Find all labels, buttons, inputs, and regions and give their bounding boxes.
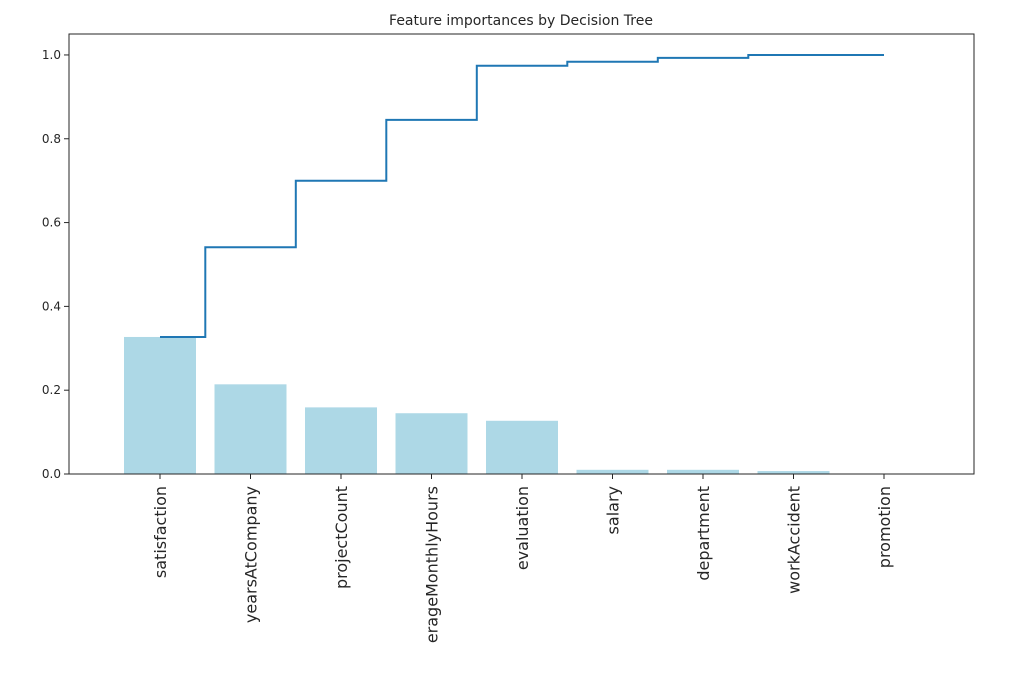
y-tick-label: 0.4 [42, 299, 61, 313]
bar-erageMonthlyHours [395, 413, 468, 474]
bar-salary [576, 469, 649, 474]
x-tick-label-workAccident: workAccident [785, 486, 804, 594]
y-tick-label: 1.0 [42, 48, 61, 62]
bar-evaluation [486, 420, 558, 474]
x-tick-label-projectCount: projectCount [332, 486, 351, 589]
y-tick-label: 0.0 [42, 467, 61, 481]
x-axis: satisfaction yearsAtCompany projectCount er… [151, 474, 894, 643]
bar-yearsAtCompany [214, 384, 287, 474]
y-tick-label: 0.6 [42, 216, 61, 230]
x-tick-label-promotion: promotion [875, 486, 894, 568]
x-tick-label-satisfaction: satisfaction [151, 486, 170, 578]
bar-workAccident [757, 471, 830, 474]
cumulative-line [160, 54, 884, 338]
bar-department [667, 469, 739, 474]
y-axis: 0.0 0.2 0.4 0.6 0.8 1.0 [42, 48, 69, 481]
bars-group [124, 336, 920, 474]
bar-projectCount [305, 407, 377, 474]
chart-title: Feature importances by Decision Tree [389, 13, 653, 29]
x-tick-label-salary: salary [604, 486, 623, 534]
y-tick-label: 0.2 [42, 383, 61, 397]
x-tick-label-evaluation: evaluation [513, 486, 532, 570]
x-tick-label-department: department [694, 486, 713, 581]
cumulative-line-group [160, 54, 884, 338]
x-tick-label-erageMonthlyHours: erageMonthlyHours [423, 486, 442, 643]
bar-satisfaction [124, 336, 196, 474]
x-tick-label-yearsAtCompany: yearsAtCompany [242, 486, 261, 623]
y-tick-label: 0.8 [42, 132, 61, 146]
